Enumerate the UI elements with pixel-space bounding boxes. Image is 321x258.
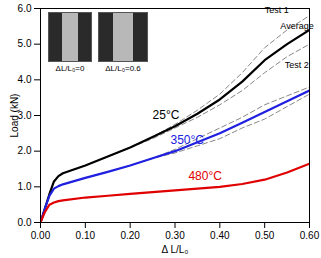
svg-text:3.0: 3.0	[18, 110, 32, 121]
html-text:ΔL/L₀=0.6: ΔL/L₀=0.6	[105, 64, 141, 73]
svg-text:Load (kN): Load (kN)	[9, 94, 20, 138]
html-text:ΔL/L₀=0: ΔL/L₀=0	[55, 64, 85, 73]
svg-text:0.20: 0.20	[120, 230, 140, 241]
svg-text:Test 1: Test 1	[265, 5, 289, 15]
svg-text:Δ L/L₀: Δ L/L₀	[162, 244, 189, 255]
svg-text:0.50: 0.50	[255, 230, 275, 241]
svg-text:480°C: 480°C	[188, 169, 222, 183]
svg-text:Average: Average	[280, 21, 313, 31]
svg-text:6.0: 6.0	[18, 3, 32, 14]
svg-text:Test 2: Test 2	[285, 60, 309, 70]
svg-text:1.0: 1.0	[18, 181, 32, 192]
svg-text:350°C: 350°C	[171, 133, 205, 147]
svg-text:5.0: 5.0	[18, 38, 32, 49]
svg-text:4.0: 4.0	[18, 74, 32, 85]
svg-text:0.10: 0.10	[76, 230, 96, 241]
svg-text:0.40: 0.40	[210, 230, 230, 241]
svg-text:0.00: 0.00	[31, 230, 51, 241]
svg-text:0.60: 0.60	[300, 230, 320, 241]
svg-text:25°C: 25°C	[153, 108, 180, 122]
svg-text:0.0: 0.0	[18, 217, 32, 228]
svg-text:2.0: 2.0	[18, 145, 32, 156]
svg-text:0.30: 0.30	[165, 230, 185, 241]
